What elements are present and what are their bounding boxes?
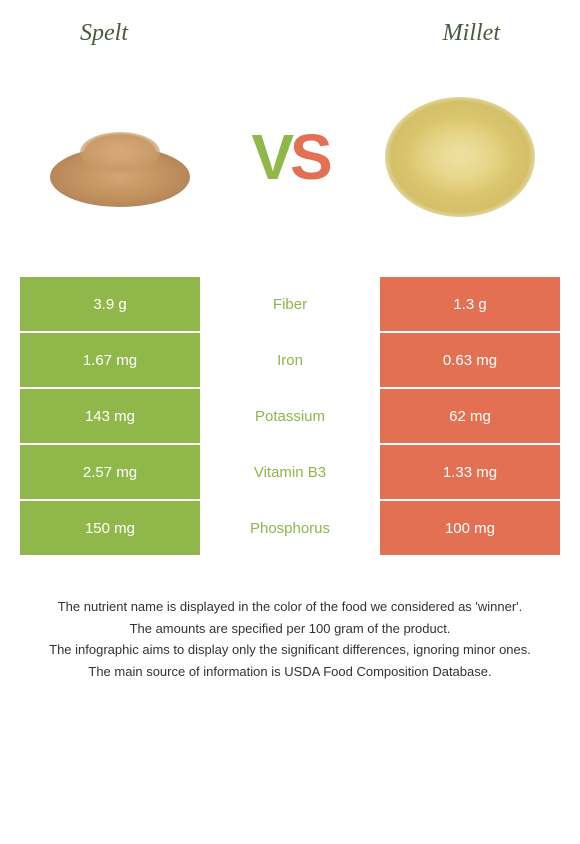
nutrient-table: 3.9 gFiber1.3 g1.67 mgIron0.63 mg143 mgP…: [20, 277, 560, 557]
footer-line: The infographic aims to display only the…: [30, 640, 550, 660]
vs-label: V S: [251, 120, 328, 194]
table-row: 3.9 gFiber1.3 g: [20, 277, 560, 333]
footer-line: The main source of information is USDA F…: [30, 662, 550, 682]
vs-s-letter: S: [290, 120, 329, 194]
left-value-cell: 1.67 mg: [20, 333, 200, 387]
footer-line: The nutrient name is displayed in the co…: [30, 597, 550, 617]
left-food-title: Spelt: [80, 20, 128, 47]
nutrient-name-cell: Fiber: [200, 277, 380, 331]
vs-v-letter: V: [251, 120, 290, 194]
nutrient-name-cell: Phosphorus: [200, 501, 380, 555]
left-value-cell: 2.57 mg: [20, 445, 200, 499]
nutrient-name-cell: Potassium: [200, 389, 380, 443]
right-value-cell: 100 mg: [380, 501, 560, 555]
nutrient-name-cell: Iron: [200, 333, 380, 387]
nutrient-name-cell: Vitamin B3: [200, 445, 380, 499]
table-row: 2.57 mgVitamin B31.33 mg: [20, 445, 560, 501]
left-value-cell: 150 mg: [20, 501, 200, 555]
right-value-cell: 1.3 g: [380, 277, 560, 331]
images-row: V S: [20, 67, 560, 247]
footer-notes: The nutrient name is displayed in the co…: [20, 597, 560, 681]
footer-line: The amounts are specified per 100 gram o…: [30, 619, 550, 639]
right-value-cell: 1.33 mg: [380, 445, 560, 499]
table-row: 150 mgPhosphorus100 mg: [20, 501, 560, 557]
left-value-cell: 143 mg: [20, 389, 200, 443]
millet-image: [380, 87, 540, 227]
table-row: 143 mgPotassium62 mg: [20, 389, 560, 445]
table-row: 1.67 mgIron0.63 mg: [20, 333, 560, 389]
right-value-cell: 62 mg: [380, 389, 560, 443]
right-value-cell: 0.63 mg: [380, 333, 560, 387]
spelt-image: [40, 87, 200, 227]
header: Spelt Millet: [20, 20, 560, 47]
left-value-cell: 3.9 g: [20, 277, 200, 331]
right-food-title: Millet: [443, 20, 500, 47]
